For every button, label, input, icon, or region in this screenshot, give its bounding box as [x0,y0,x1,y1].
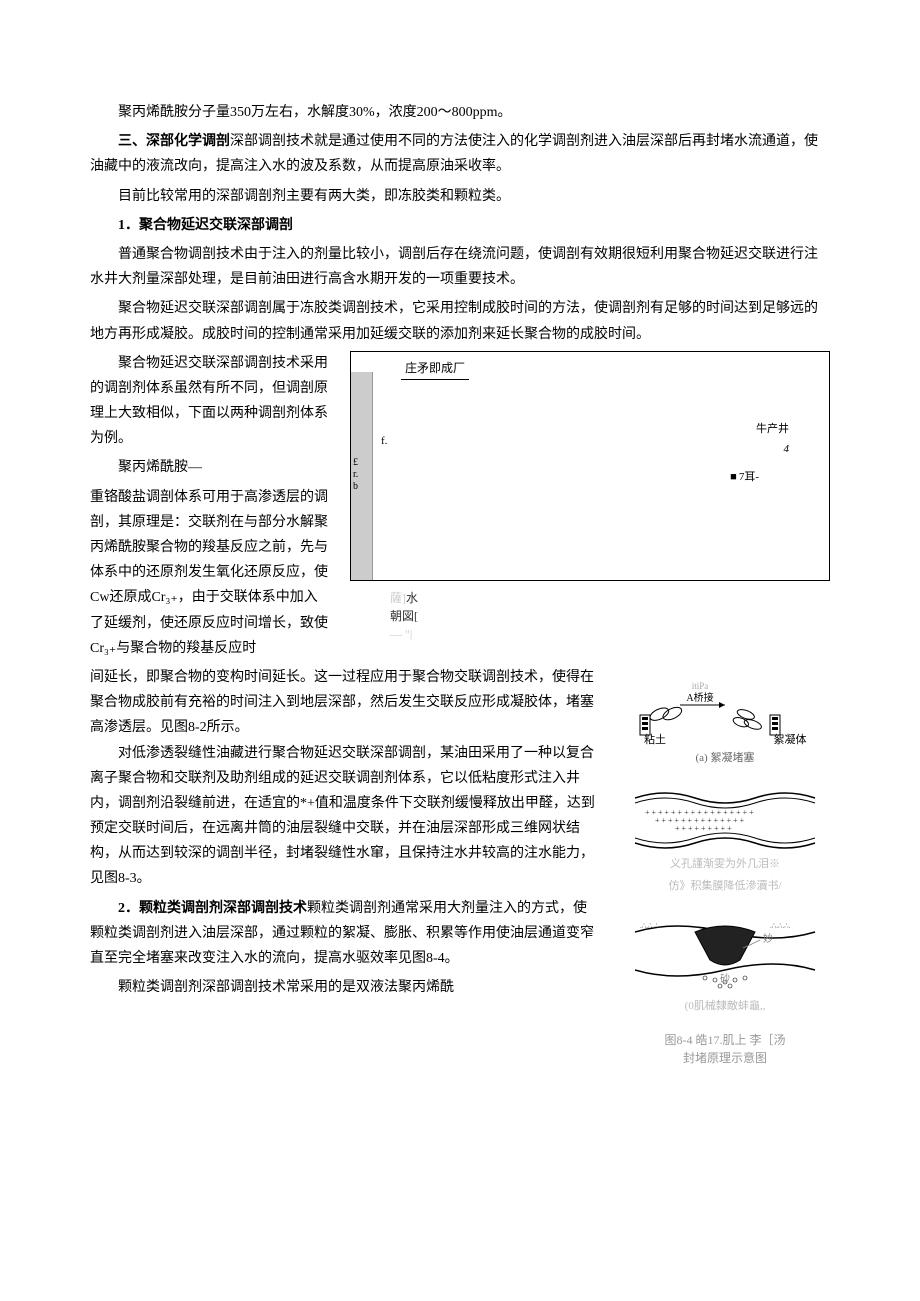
paragraph-crosslink-continue: 间延长，即聚合物的变构时间延长。这一过程应用于聚合物交联调剖技术，使得在聚合物成… [90,665,600,741]
fig-b-line2: 仿》积集膜降低滲瀆书/ [620,877,830,897]
diagram-caption: 薩]水 朝図[ — "| [390,589,830,643]
svg-text:.∴.∴.∴.: .∴.∴.∴. [640,922,661,930]
section-3-heading: 三、深部化学调剖 [118,134,230,149]
paragraph-two-types: 目前比较常用的深部调剖剂主要有两大类，即冻胶类和颗粒类。 [90,184,830,209]
figure-8-4-caption: 图8-4 皓17.肌上 李［汤 封堵原理示意图 [620,1031,830,1067]
paragraph-double-liquid: 颗粒类调剖剂深部调剖技术常采用的是双液法聚丙烯酰 [90,975,600,1000]
heading-polymer-delay: 1．聚合物延迟交联深部调剖 [90,213,830,238]
paragraph-ordinary-polymer: 普通聚合物调剖技术由于注入的剂量比较小，调剖后存在绕流问题，使调剖有效期很短利用… [90,242,830,292]
fig-c-sand-label: 砂 [720,972,730,985]
paragraph-polyacrylamide: 聚丙烯酰胺— [90,455,330,480]
figure-a-svg: itiPa A桥接 粘土 絮凝体 [625,675,825,745]
diagram-ear-label: 7耳- [730,468,759,488]
diagram-frb-label: £r.b [353,457,358,493]
fig-b-line1: 义孔謹渐雯为外几泪※ [620,855,830,875]
heading-particle-type: 2．颗粒类调剖剂深部调剖技术 [118,901,307,916]
fig-a-caption: (a) 絮凝堵塞 [620,749,830,769]
diagram-f-label: f. [381,432,387,452]
fig-c-caption: (0肌械隸敵蚌龜,, [620,997,830,1017]
caption-water: 水 [406,591,418,605]
lower-left-column: 间延长，即聚合物的变构时间延长。这一过程应用于聚合物交联调剖技术，使得在聚合物成… [90,665,600,1067]
figure-c-svg: .∴.∴.∴. .∴.∴.∴. 妙 砂 [625,910,825,995]
paragraph-gel-control: 聚合物延迟交联深部调剖属于冻胶类调剖技术，它采用控制成胶时间的方法，使调剖剂有足… [90,296,830,346]
figure-b-svg: + + + + + + + + + + + + + + + + + + + + … [625,783,825,853]
fig-a-bridge-top: itiPa [692,681,709,691]
lower-two-column: 间延长，即聚合物的变构时间延长。这一过程应用于聚合物交联调剖技术，使得在聚合物成… [90,665,830,1067]
svg-text:+ + + + + + + + +: + + + + + + + + + [675,824,732,833]
caption-line-2: 朝図[ [390,609,418,623]
diagram-title: 庄矛即成厂 [401,358,469,381]
diagram-8-2: 庄矛即成厂 f. £r.b 牛产井 4 7耳- [350,351,830,581]
diagram-well-number: 4 [784,440,790,460]
paragraph-molecular-weight: 聚丙烯酰胺分子量350万左右，水解度30%，浓度200〜800ppm。 [90,100,830,125]
two-column-layout: 聚合物延迟交联深部调剖技术采用的调剖剂体系虽然有所不同，但调剖原理上大致相似，下… [90,351,830,661]
fig-c-annot: 妙 [763,932,773,945]
right-column: 庄矛即成厂 f. £r.b 牛产井 4 7耳- 薩]水 朝図[ — "| [350,351,830,661]
fig-caption-line1: 图8-4 皓17.肌上 李［汤 [665,1033,786,1047]
paragraph-system-example: 聚合物延迟交联深部调剖技术采用的调剖剂体系虽然有所不同，但调剖原理上大致相似，下… [90,351,330,452]
diagram-well-label: 牛产井 [756,420,789,440]
left-column: 聚合物延迟交联深部调剖技术采用的调剖剂体系虽然有所不同，但调剖原理上大致相似，下… [90,351,330,661]
paragraph-particle-type: 2．颗粒类调剖剂深部调剖技术颗粒类调剖剂通常采用大剂量注入的方式，使颗粒类调剖剂… [90,896,600,972]
fig-a-bridge-bottom: A桥接 [686,691,713,704]
svg-text:.∴.∴.∴.: .∴.∴.∴. [770,922,791,930]
figure-b-membrane: + + + + + + + + + + + + + + + + + + + + … [620,783,830,897]
fig-caption-line2: 封堵原理示意图 [683,1051,767,1065]
figure-c-sand: .∴.∴.∴. .∴.∴.∴. 妙 砂 (0肌械隸敵蚌龜,, [620,910,830,1017]
paragraph-low-perm: 对低渗透裂缝性油藏进行聚合物延迟交联深部调剖，某油田采用了一种以复合离子聚合物和… [90,741,600,892]
fig-a-left-label: 粘土 [644,732,666,745]
figure-a-flocculation: itiPa A桥接 粘土 絮凝体 (a) 絮凝堵塞 [620,675,830,769]
paragraph-chromate: 重铬酸盐调剖体系可用于高渗透层的调剖，其原理是：交联剂在与部分水解聚丙烯酰胺聚合… [90,485,330,661]
caption-prefix-1: 薩] [390,591,406,605]
caption-line-3: — "| [390,627,412,641]
lower-right-column: itiPa A桥接 粘土 絮凝体 (a) 絮凝堵塞 [620,665,830,1067]
fig-a-right-label: 絮凝体 [774,732,807,745]
paragraph-section-3: 三、深部化学调剖深部调剖技术就是通过使用不同的方法使注入的化学调剖剂进入油层深部… [90,129,830,179]
